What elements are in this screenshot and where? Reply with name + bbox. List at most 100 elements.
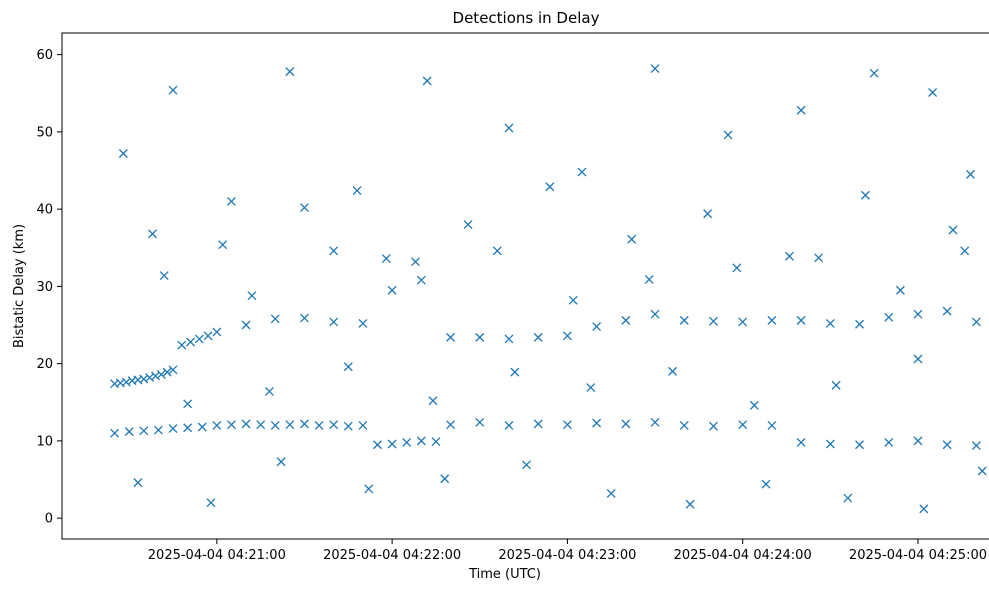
data-point — [855, 440, 864, 450]
data-point — [168, 365, 178, 375]
data-point — [796, 105, 806, 115]
x-tick-label: 2025-04-04 04:21:00 — [148, 548, 286, 563]
y-tick-label: 50 — [36, 125, 53, 140]
data-point — [966, 169, 976, 179]
data-point — [314, 420, 324, 430]
data-point — [440, 474, 450, 484]
data-point — [510, 367, 520, 377]
data-point — [767, 420, 777, 430]
y-tick-label: 40 — [36, 203, 53, 218]
data-point — [212, 327, 222, 337]
data-point — [148, 229, 158, 239]
data-point — [884, 437, 894, 447]
data-point — [749, 400, 759, 410]
x-axis-label: Time (UTC) — [468, 567, 541, 582]
data-point — [855, 319, 864, 329]
data-point — [475, 332, 485, 342]
data-point — [977, 466, 987, 476]
data-point — [162, 367, 172, 377]
data-point — [151, 371, 160, 381]
data-point — [796, 437, 806, 447]
y-axis-label: Bistatic Delay (km) — [12, 224, 27, 348]
x-tick-label: 2025-04-04 04:25:00 — [849, 548, 987, 563]
data-point — [492, 246, 502, 256]
data-point — [387, 439, 397, 449]
data-point — [650, 417, 660, 427]
data-point — [402, 437, 412, 447]
data-point — [183, 423, 193, 433]
data-point — [948, 225, 958, 235]
y-axis-ticks: 0 10 20 30 40 50 60 — [36, 48, 62, 527]
y-tick-label: 20 — [36, 357, 53, 372]
data-point — [300, 313, 309, 323]
data-point — [168, 424, 178, 433]
x-axis-ticks: 2025-04-04 04:21:00 2025-04-04 04:22:00 20… — [148, 539, 987, 563]
data-point — [621, 419, 631, 429]
data-point — [533, 332, 543, 342]
data-point — [276, 457, 286, 467]
data-point — [247, 291, 257, 301]
data-point — [358, 420, 368, 430]
data-point — [825, 319, 835, 328]
data-point — [186, 337, 196, 347]
data-point — [124, 427, 134, 437]
data-point — [329, 317, 339, 327]
data-point — [913, 436, 923, 446]
data-point — [285, 67, 295, 77]
y-tick-label: 60 — [36, 48, 53, 63]
data-point — [364, 484, 374, 494]
data-point — [627, 234, 637, 244]
data-point — [971, 317, 981, 327]
data-point — [428, 396, 438, 406]
data-point — [738, 317, 748, 327]
data-point — [709, 421, 718, 431]
data-point — [475, 417, 485, 427]
data-point — [592, 322, 602, 332]
data-point — [895, 285, 905, 295]
data-point — [723, 130, 733, 140]
data-point — [431, 437, 441, 447]
data-point — [206, 498, 216, 508]
data-point — [203, 331, 213, 341]
data-point — [586, 383, 596, 393]
x-tick-label: 2025-04-04 04:24:00 — [674, 548, 812, 563]
data-point — [668, 366, 678, 376]
data-point — [256, 420, 266, 430]
data-point — [732, 263, 742, 273]
data-point — [121, 377, 131, 387]
data-point — [971, 441, 981, 450]
data-point — [577, 167, 587, 177]
data-point — [869, 68, 879, 78]
data-point — [703, 209, 713, 219]
data-point — [387, 285, 397, 295]
data-point — [194, 334, 204, 344]
data-point — [592, 418, 602, 428]
data-point — [545, 182, 555, 192]
data-point — [709, 316, 718, 326]
data-point — [606, 488, 616, 498]
data-point — [264, 386, 274, 396]
data-point — [241, 419, 251, 429]
data-point — [928, 88, 938, 97]
data-point — [373, 440, 382, 450]
data-point — [156, 369, 166, 379]
data-point — [270, 314, 280, 324]
data-point — [139, 374, 149, 384]
data-point — [860, 190, 870, 200]
data-marks — [110, 64, 987, 514]
data-point — [110, 428, 120, 438]
data-point — [504, 123, 514, 133]
data-point — [358, 319, 368, 328]
data-point — [685, 499, 695, 509]
data-point — [913, 354, 923, 364]
data-point — [159, 271, 169, 281]
data-point — [814, 253, 824, 263]
data-point — [679, 420, 689, 430]
data-point — [241, 320, 251, 330]
y-tick-label: 10 — [36, 434, 53, 449]
data-point — [644, 274, 654, 284]
data-point — [960, 246, 970, 256]
data-point — [145, 373, 155, 383]
x-tick-label: 2025-04-04 04:23:00 — [498, 548, 636, 563]
